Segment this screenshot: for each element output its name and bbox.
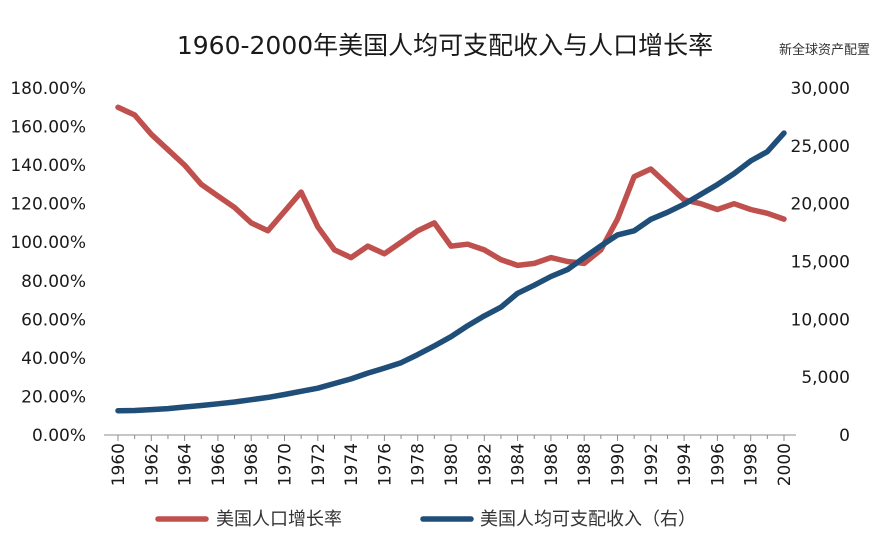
x-axis-tick-label: 1970 [276, 443, 296, 486]
left-axis-tick-label: 40.00% [21, 349, 86, 369]
right-axis-tick-label: 10,000 [791, 310, 850, 330]
x-axis-tick-label: 1974 [342, 443, 362, 486]
right-axis-tick-label: 20,000 [791, 195, 850, 215]
x-axis-tick-label: 1962 [142, 443, 162, 486]
legend: 美国人口增长率 美国人均可支配收入（右） [155, 509, 696, 530]
axes: 0.00% 20.00% 40.00% 60.00% 80.00% 100.00% 120.… [10, 79, 850, 486]
x-axis-tick-label: 1972 [309, 443, 329, 486]
x-axis-tick-label: 1996 [708, 443, 728, 486]
right-axis-tick-label: 30,000 [791, 79, 850, 99]
legend-label: 美国人均可支配收入（右） [480, 509, 696, 530]
left-axis-tick-label: 100.00% [10, 233, 86, 253]
left-axis-tick-label: 160.00% [10, 118, 86, 138]
left-axis-tick-label: 0.00% [32, 426, 86, 446]
x-axis-tick-label: 1968 [242, 443, 262, 486]
x-axis-tick-label: 1988 [575, 443, 595, 486]
x-axis-tick-label: 1976 [375, 443, 395, 486]
x-axis-tick-label: 1980 [442, 443, 462, 486]
disposable-income-line [115, 130, 787, 414]
x-axis-tick-label: 1984 [509, 443, 529, 486]
x-axis-tick-label: 2000 [775, 443, 795, 486]
x-axis-tick-label: 1998 [742, 443, 762, 486]
left-axis-tick-label: 20.00% [21, 387, 86, 407]
x-axis-tick-label: 1978 [409, 443, 429, 486]
x-axis-tick-label: 1982 [475, 443, 495, 486]
left-axis-tick-label: 120.00% [10, 195, 86, 215]
legend-label: 美国人口增长率 [216, 509, 342, 530]
x-axis-tick-label: 1992 [642, 443, 662, 486]
population-growth-line [115, 104, 787, 269]
x-axis-tick-label: 1964 [176, 443, 196, 486]
chart-title: 1960-2000年美国人均可支配收入与人口增长率 [177, 31, 713, 60]
left-axis-tick-label: 140.00% [10, 156, 86, 176]
right-axis-tick-label: 15,000 [791, 253, 850, 273]
source-label: 新全球资产配置 [779, 42, 870, 58]
right-axis-tick-label: 25,000 [791, 137, 850, 157]
left-axis-tick-label: 180.00% [10, 79, 86, 99]
left-axis-tick-label: 60.00% [21, 310, 86, 330]
right-axis-tick-label: 5,000 [801, 368, 850, 388]
x-axis-tick-label: 1994 [675, 443, 695, 486]
series-lines [115, 104, 787, 414]
right-axis-tick-label: 0 [839, 426, 850, 446]
x-axis-tick-label: 1990 [609, 443, 629, 486]
x-axis-tick-label: 1986 [542, 443, 562, 486]
x-axis-tick-label: 1966 [209, 443, 229, 486]
x-axis-tick-label: 1960 [109, 443, 129, 486]
left-axis-tick-label: 80.00% [21, 272, 86, 292]
